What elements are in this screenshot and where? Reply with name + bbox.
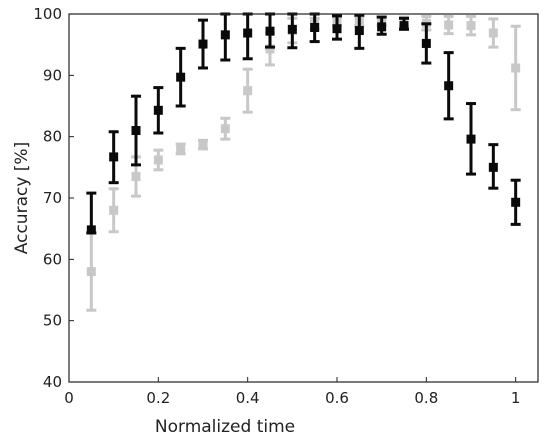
y-tick-label: 60	[43, 250, 62, 268]
data-point	[243, 86, 253, 96]
data-point	[109, 152, 119, 162]
x-axis: 0 0.2 0.4 0.6 0.8 1	[64, 377, 520, 407]
data-point	[488, 28, 498, 38]
x-tick-label: 0.2	[146, 389, 170, 407]
x-tick-label: 0.4	[236, 389, 260, 407]
data-point	[153, 155, 163, 165]
data-point	[265, 26, 275, 36]
y-tick-label: 70	[43, 189, 62, 207]
plot-frame	[68, 13, 539, 383]
data-point	[243, 28, 253, 38]
y-tick-label: 90	[43, 66, 62, 84]
data-point	[377, 22, 387, 32]
data-point	[198, 140, 208, 150]
data-point	[511, 63, 521, 73]
series-1	[86, 14, 521, 312]
x-tick-label: 0.6	[325, 389, 349, 407]
data-point	[444, 81, 454, 91]
y-tick-label: 40	[43, 373, 62, 391]
data-point	[86, 225, 96, 235]
data-point	[131, 126, 141, 136]
x-tick-label: 0.8	[414, 389, 438, 407]
data-point	[332, 24, 342, 34]
data-point	[220, 30, 230, 40]
data-point	[220, 124, 230, 134]
data-point	[399, 21, 409, 31]
y-tick-label: 100	[33, 5, 62, 23]
data-point	[265, 44, 275, 54]
data-point	[354, 26, 364, 36]
data-point	[511, 197, 521, 207]
y-axis-label: Accuracy [%]	[12, 142, 32, 254]
data-point	[488, 162, 498, 172]
x-tick-label: 0	[64, 389, 74, 407]
series-2	[86, 12, 521, 235]
data-point	[176, 72, 186, 82]
x-axis-label: Normalized time	[155, 417, 295, 437]
y-axis: 40 50 60 70 80 90 100	[33, 5, 74, 391]
x-tick-label: 1	[511, 389, 521, 407]
data-point	[131, 172, 141, 182]
data-point	[198, 39, 208, 49]
y-tick-label: 50	[43, 312, 62, 330]
data-point	[421, 38, 431, 48]
data-point	[466, 134, 476, 144]
data-point	[444, 20, 454, 30]
data-point	[86, 267, 96, 277]
y-tick-label: 80	[43, 128, 62, 146]
data-marks	[86, 12, 521, 312]
data-point	[310, 22, 320, 32]
data-point	[153, 105, 163, 115]
data-point	[109, 205, 119, 215]
data-point	[287, 24, 297, 34]
data-point	[466, 21, 476, 31]
data-point	[176, 144, 186, 154]
